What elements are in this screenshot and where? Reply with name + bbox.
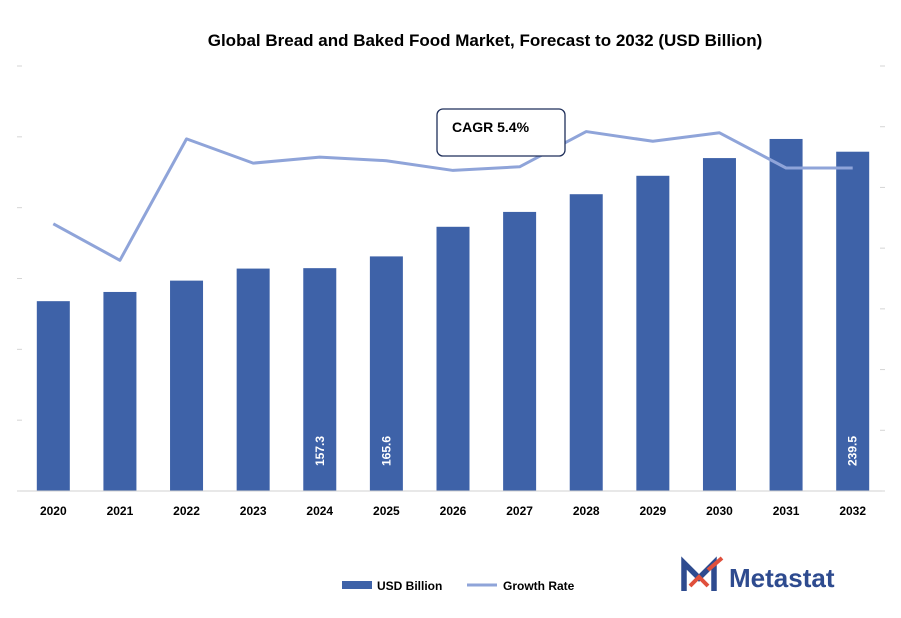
x-tick-label-2027: 2027	[506, 504, 533, 518]
bar-2024	[303, 268, 337, 491]
bar-2020	[36, 301, 70, 491]
growth-rate-line-series	[52, 130, 853, 262]
cagr-annotation-box	[436, 108, 566, 157]
cagr-annotation-text: CAGR 5.4%	[452, 119, 530, 135]
legend-label-growth-rate: Growth Rate	[503, 579, 575, 593]
x-tick-label-2031: 2031	[773, 504, 800, 518]
bar-data-label-2032: 239.5	[846, 436, 860, 466]
legend: USD Billion Growth Rate	[342, 579, 575, 593]
metastat-wordmark: Metastat	[729, 563, 835, 593]
bar-2032	[836, 151, 870, 492]
x-tick-label-2029: 2029	[639, 504, 666, 518]
x-tick-label-2028: 2028	[573, 504, 600, 518]
x-tick-label-2026: 2026	[440, 504, 467, 518]
chart-title: Global Bread and Baked Food Market, Fore…	[208, 31, 763, 50]
bar-2027	[503, 211, 537, 491]
x-tick-label-2024: 2024	[306, 504, 333, 518]
x-tick-label-2025: 2025	[373, 504, 400, 518]
x-tick-label-2023: 2023	[240, 504, 267, 518]
right-axis-ticks	[880, 65, 885, 492]
growth-rate-line	[52, 130, 853, 262]
x-axis-tick-labels: 2020 2021 2022 2023 2024 2025 2026 2027 2028 2029…	[40, 504, 866, 518]
bar-2026	[436, 226, 470, 491]
x-tick-label-2022: 2022	[173, 504, 200, 518]
bar-2022	[170, 280, 204, 491]
bar-2031	[769, 138, 803, 492]
left-axis-ticks	[17, 65, 22, 492]
legend-swatch-usd-billion	[342, 581, 372, 589]
x-tick-label-2020: 2020	[40, 504, 67, 518]
bar-2028	[569, 194, 603, 492]
bar-data-label-2025: 165.6	[379, 436, 393, 466]
bar-2029	[636, 175, 670, 491]
metastat-m-icon	[681, 556, 724, 591]
x-tick-label-2030: 2030	[706, 504, 733, 518]
bar-data-labels: 157.3 165.6 239.5	[313, 436, 860, 466]
bar-2025	[369, 256, 403, 491]
bar-series	[36, 138, 870, 492]
bar-2021	[103, 291, 137, 491]
metastat-logo: Metastat	[681, 556, 835, 593]
bar-data-label-2024: 157.3	[313, 436, 327, 466]
bar-2023	[236, 268, 270, 491]
legend-label-usd-billion: USD Billion	[377, 579, 442, 593]
x-tick-label-2021: 2021	[107, 504, 134, 518]
x-tick-label-2032: 2032	[839, 504, 866, 518]
bar-2030	[702, 158, 736, 492]
cagr-annotation: CAGR 5.4%	[436, 108, 566, 157]
